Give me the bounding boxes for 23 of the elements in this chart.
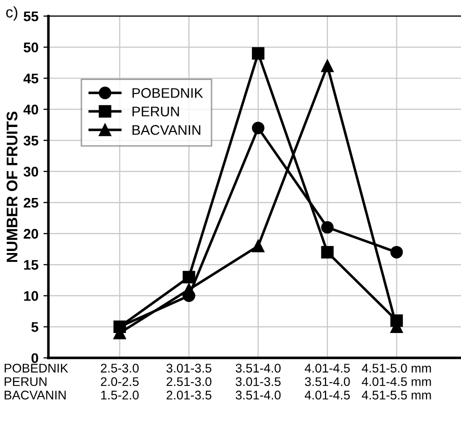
y-tick-label: 30 — [24, 166, 38, 177]
y-tick-label: 25 — [24, 198, 38, 208]
text: POBEDNIK PERUN BACVANIN — [4, 364, 68, 400]
x-tick-label: 4.51-5.0 mm 4.01-4.5 mm 4.51-5.5 mm — [362, 364, 431, 400]
legend-label: PERUN — [132, 106, 179, 116]
y-tick-label: 5 — [31, 322, 38, 332]
x-tick-label: 4.01-4.5 3.51-4.0 4.01-4.5 — [304, 364, 350, 400]
y-tick-label: 35 — [24, 136, 38, 146]
x-tick-label: 3.51-4.0 3.01-3.5 3.51-4.0 — [236, 364, 281, 400]
y-tick-label: 15 — [24, 260, 38, 270]
y-tick-label: 50 — [24, 42, 38, 52]
y-tick-label: 20 — [24, 228, 38, 239]
y-tick-label: 10 — [24, 291, 38, 301]
y-tick-label: 45 — [23, 74, 38, 84]
y-tick-label: 40 — [23, 104, 38, 114]
legend-label: POBEDNIK — [132, 88, 204, 98]
y-tick-label: 0 — [32, 353, 38, 364]
x-tick-label: 3.01-3.5 2.51-3.0 2.01-3.5 — [166, 364, 212, 400]
y-axis-title: NUMBER OF FRUITS — [6, 112, 18, 262]
y-tick-label: 55 — [24, 12, 38, 22]
text: c) — [6, 6, 18, 21]
legend-label: BACVANIN — [132, 125, 200, 135]
x-tick-label: 2.5-3.0 2.0-2.5 1.5-2.0 — [100, 364, 139, 400]
